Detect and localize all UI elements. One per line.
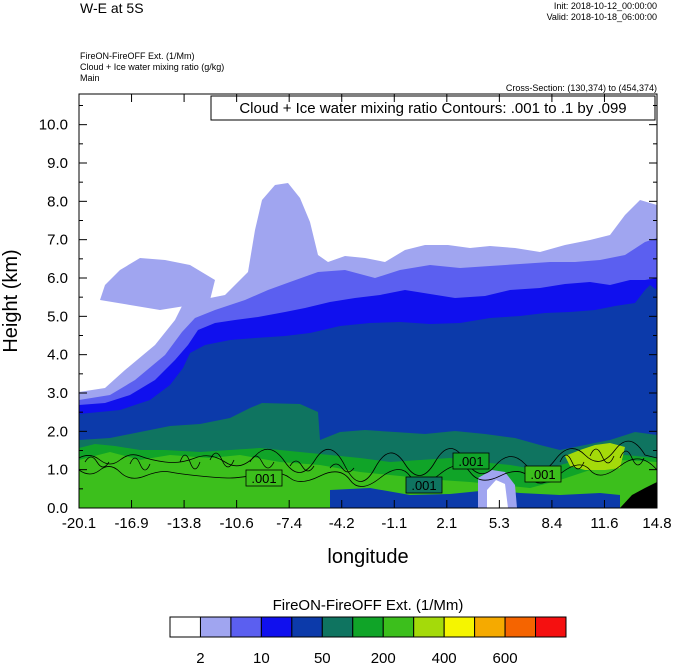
colorbar-tick-label: 10 <box>253 650 270 667</box>
cloud-contours <box>79 440 657 494</box>
chart-title: Cloud + Ice water mixing ratio Contours:… <box>239 100 626 117</box>
contour-label: .001 <box>458 454 483 469</box>
colorbar-swatch <box>291 616 323 638</box>
field-name-primary: FireON-FireOFF Ext. (1/Mm) <box>80 51 195 61</box>
heatmap-field <box>79 94 657 508</box>
x-tick-label: -13.8 <box>167 515 201 532</box>
init-time: Init: 2018-10-12_00:00:00 <box>553 1 657 11</box>
cross-section-label: Cross-Section: (130,374) to (454,374) <box>505 83 657 93</box>
plot-frame <box>78 93 658 509</box>
colorbar: 2 10 50 200 400 600 <box>169 616 567 667</box>
colorbar-swatch <box>413 616 445 638</box>
colorbar-swatch <box>474 616 506 638</box>
colorbar-swatch <box>169 616 201 638</box>
field-name-secondary: Cloud + Ice water mixing ratio (g/kg) <box>80 62 225 72</box>
y-tick-label: 10.0 <box>39 117 68 134</box>
surface-clear-core <box>487 480 508 508</box>
contour-line <box>84 448 645 473</box>
axes: -20.1 -16.9 -13.8 -10.6 -7.4 -4.2 -1.1 2.1 5.3 8.… <box>39 94 672 532</box>
contour-label-box <box>524 465 562 483</box>
x-tick-label: -16.9 <box>114 515 148 532</box>
x-tick-label: -7.4 <box>276 515 302 532</box>
colorbar-swatch <box>260 616 293 638</box>
colorbar-tick-label: 400 <box>432 650 457 667</box>
colorbar-swatch <box>230 616 262 638</box>
y-tick-label: 9.0 <box>47 155 68 172</box>
y-tick-label: 0.0 <box>47 500 68 517</box>
x-tick-label: 11.6 <box>590 515 618 532</box>
y-tick-label: 2.0 <box>47 423 68 440</box>
colorbar-swatch <box>382 616 415 638</box>
lowest-layer-dark <box>330 488 620 508</box>
y-tick-label: 6.0 <box>47 270 68 287</box>
x-tick-label: -4.2 <box>329 515 355 532</box>
x-tick-label: -1.1 <box>381 515 407 532</box>
colorbar-swatch <box>352 616 384 638</box>
y-tick-label: 1.0 <box>47 462 68 479</box>
band-2-bulge <box>100 258 215 310</box>
x-tick-label: -10.6 <box>220 515 254 532</box>
x-tick-label: 2.1 <box>436 515 457 532</box>
y-axis-label: Height (km) <box>0 249 22 352</box>
colorbar-swatch <box>504 616 537 638</box>
y-tick-label: 7.0 <box>47 232 68 249</box>
x-tick-label: 8.4 <box>541 515 562 532</box>
contour-label-box <box>452 452 490 470</box>
contour-label-box <box>245 469 283 487</box>
colorbar-swatch <box>443 616 476 638</box>
y-tick-label: 8.0 <box>47 193 68 210</box>
yellow-speckle <box>565 443 625 470</box>
y-tick-label: 5.0 <box>47 308 68 325</box>
colorbar-swatch <box>199 616 232 638</box>
chart-title-location: W-E at 5S <box>80 0 144 16</box>
y-tick-label: 4.0 <box>47 347 68 364</box>
colorbar-tick-label: 2 <box>196 650 204 667</box>
terrain-mask <box>620 482 657 508</box>
valid-time: Valid: 2018-10-18_06:00:00 <box>546 12 657 22</box>
colorbar-swatch <box>535 616 567 638</box>
x-tick-label: 5.3 <box>489 515 510 532</box>
contour-label-box <box>405 476 443 494</box>
x-axis-label: longitude <box>327 546 408 568</box>
contour-label: .001 <box>411 478 436 493</box>
contour-label: .001 <box>251 471 276 486</box>
y-tick-label: 3.0 <box>47 385 68 402</box>
contour-info-box <box>210 95 656 121</box>
x-tick-label: 14.8 <box>642 515 671 532</box>
field-domain: Main <box>80 73 100 83</box>
x-tick-label: -20.1 <box>62 515 96 532</box>
colorbar-tick-label: 200 <box>371 650 396 667</box>
colorbar-tick-label: 50 <box>314 650 331 667</box>
contour-label: .001 <box>530 467 555 482</box>
colorbar-tick-label: 600 <box>493 650 518 667</box>
colorbar-title: FireON-FireOFF Ext. (1/Mm) <box>273 597 464 614</box>
colorbar-swatch <box>321 616 354 638</box>
